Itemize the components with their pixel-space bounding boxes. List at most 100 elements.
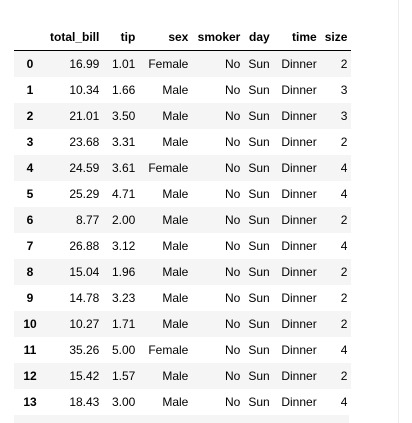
cell-tip: 1.71	[111, 317, 136, 331]
row-index: 6	[26, 213, 34, 227]
table-row: 4 24.59 3.61 Female No Sun Dinner 4	[14, 155, 352, 181]
cell-time: Dinner	[281, 317, 317, 331]
cell-day: Sun	[248, 109, 270, 123]
cell-size: 2	[340, 213, 348, 227]
cell-tip: 3.50	[111, 109, 136, 123]
cell-smoker: No	[225, 161, 241, 175]
cell-time: Dinner	[281, 291, 317, 305]
cell-size: 4	[340, 161, 348, 175]
column-header-index	[14, 25, 46, 51]
cell-smoker: No	[225, 57, 241, 71]
cell-time: Dinner	[281, 239, 317, 253]
cell-total-bill: 10.27	[69, 317, 100, 331]
cell-size: 4	[340, 343, 348, 357]
cell-time: Dinner	[281, 135, 317, 149]
cell-sex: Male	[162, 109, 189, 123]
cell-sex: Male	[162, 317, 189, 331]
cell-tip: 3.23	[111, 291, 136, 305]
cell-total-bill: 8.77	[75, 213, 100, 227]
table-header: total_bill tip sex smoker day time size	[14, 25, 352, 51]
cell-total-bill: 21.01	[69, 109, 100, 123]
cell-tip: 1.57	[111, 369, 136, 383]
table-row: 12 15.42 1.57 Male No Sun Dinner 2	[14, 363, 352, 389]
row-index: 0	[26, 57, 34, 71]
column-header-smoker: smoker	[192, 25, 245, 51]
cell-total-bill: 24.59	[69, 161, 100, 175]
cell-tip: 3.12	[111, 239, 136, 253]
cell-smoker: No	[225, 291, 241, 305]
cell-smoker: No	[225, 135, 241, 149]
dataframe-table: total_bill tip sex smoker day time size 0 16.99…	[14, 25, 352, 415]
column-header-tip: tip	[103, 25, 140, 51]
row-index: 9	[26, 291, 34, 305]
cell-size: 4	[340, 395, 348, 409]
cell-total-bill: 15.42	[69, 369, 100, 383]
cell-sex: Male	[162, 239, 189, 253]
row-index: 12	[23, 369, 37, 383]
cell-tip: 5.00	[111, 343, 136, 357]
row-index: 4	[26, 161, 34, 175]
table-row: 0 16.99 1.01 Female No Sun Dinner 2	[14, 50, 352, 77]
cell-time: Dinner	[281, 161, 317, 175]
cell-day: Sun	[248, 343, 270, 357]
header-row: total_bill tip sex smoker day time size	[14, 25, 352, 51]
table-row: 11 35.26 5.00 Female No Sun Dinner 4	[14, 337, 352, 363]
cell-sex: Male	[162, 369, 189, 383]
cell-day: Sun	[248, 161, 270, 175]
cell-sex: Female	[148, 57, 189, 71]
row-index: 3	[26, 135, 34, 149]
cell-total-bill: 35.26	[69, 343, 100, 357]
cell-sex: Female	[148, 161, 189, 175]
table-row: 1 10.34 1.66 Male No Sun Dinner 3	[14, 77, 352, 103]
cell-time: Dinner	[281, 187, 317, 201]
cell-total-bill: 14.78	[69, 291, 100, 305]
cell-smoker: No	[225, 343, 241, 357]
cell-day: Sun	[248, 317, 270, 331]
column-header-size: size	[320, 25, 352, 51]
row-index: 13	[23, 395, 37, 409]
cell-smoker: No	[225, 213, 241, 227]
row-index: 2	[26, 109, 34, 123]
cell-size: 2	[340, 265, 348, 279]
cell-size: 2	[340, 291, 348, 305]
row-index: 10	[23, 317, 37, 331]
cell-total-bill: 25.29	[69, 187, 100, 201]
cell-smoker: No	[225, 109, 241, 123]
cell-total-bill: 15.04	[69, 265, 100, 279]
cell-sex: Male	[162, 213, 189, 227]
cell-day: Sun	[248, 57, 270, 71]
cell-day: Sun	[248, 291, 270, 305]
table-row: 6 8.77 2.00 Male No Sun Dinner 2	[14, 207, 352, 233]
cell-total-bill: 18.43	[69, 395, 100, 409]
cell-size: 3	[340, 109, 348, 123]
cell-tip: 3.61	[111, 161, 136, 175]
cell-day: Sun	[248, 239, 270, 253]
cell-day: Sun	[248, 395, 270, 409]
cell-sex: Male	[162, 83, 189, 97]
table-row: 5 25.29 4.71 Male No Sun Dinner 4	[14, 181, 352, 207]
table-body: 0 16.99 1.01 Female No Sun Dinner 2 1 10.34 1.66 Ma…	[14, 50, 352, 415]
table-row: 8 15.04 1.96 Male No Sun Dinner 2	[14, 259, 352, 285]
cell-smoker: No	[225, 239, 241, 253]
output-scrollbar[interactable]	[398, 0, 412, 423]
cell-size: 4	[340, 187, 348, 201]
cell-tip: 1.01	[111, 57, 136, 71]
row-index: 5	[26, 187, 34, 201]
row-index: 8	[26, 265, 34, 279]
row-index: 7	[26, 239, 34, 253]
cell-sex: Male	[162, 265, 189, 279]
cell-tip: 2.00	[111, 213, 136, 227]
cell-smoker: No	[225, 83, 241, 97]
row-index: 11	[23, 343, 37, 357]
cell-size: 3	[340, 83, 348, 97]
cell-sex: Male	[162, 187, 189, 201]
column-header-time: time	[273, 25, 321, 51]
cell-tip: 1.66	[111, 83, 136, 97]
table-row: 7 26.88 3.12 Male No Sun Dinner 4	[14, 233, 352, 259]
cell-size: 2	[340, 57, 348, 71]
cell-day: Sun	[248, 83, 270, 97]
cell-time: Dinner	[281, 213, 317, 227]
column-header-sex: sex	[139, 25, 193, 51]
cell-sex: Male	[162, 135, 189, 149]
